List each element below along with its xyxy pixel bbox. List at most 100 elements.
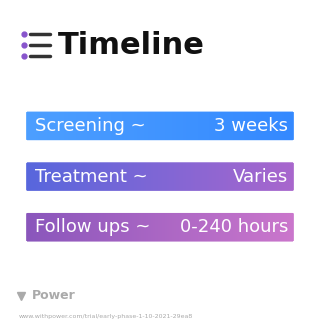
Bar — [33, 105, 36, 147]
Bar — [282, 105, 285, 147]
Bar — [43, 206, 45, 249]
Bar — [204, 155, 207, 198]
Bar — [289, 105, 292, 147]
Bar — [197, 105, 200, 147]
Bar — [193, 155, 196, 198]
Bar — [249, 105, 252, 147]
Bar — [183, 155, 186, 198]
Bar — [78, 105, 81, 147]
Bar — [167, 206, 170, 249]
Bar — [207, 206, 210, 249]
Bar — [36, 105, 38, 147]
Bar — [282, 155, 285, 198]
Bar — [125, 105, 127, 147]
Bar — [237, 206, 240, 249]
Bar — [64, 155, 67, 198]
Bar — [294, 155, 296, 198]
Bar — [165, 105, 167, 147]
Bar — [193, 206, 196, 249]
Bar — [273, 206, 275, 249]
Bar — [233, 206, 236, 249]
Bar — [153, 105, 156, 147]
Bar — [190, 206, 193, 249]
Bar — [45, 155, 48, 198]
Bar — [59, 105, 62, 147]
Bar — [219, 105, 221, 147]
Bar — [244, 105, 247, 147]
Bar — [33, 206, 36, 249]
Bar — [31, 155, 34, 198]
Bar — [256, 105, 259, 147]
Bar — [261, 155, 264, 198]
Bar — [235, 206, 238, 249]
Bar — [207, 155, 210, 198]
Bar — [284, 206, 287, 249]
Bar — [127, 155, 130, 198]
Bar — [61, 105, 64, 147]
Bar — [111, 206, 113, 249]
Bar — [116, 206, 118, 249]
Bar — [120, 105, 123, 147]
Bar — [209, 105, 212, 147]
Bar — [85, 105, 88, 147]
Bar — [296, 155, 299, 198]
Bar — [94, 105, 97, 147]
Bar — [43, 105, 45, 147]
Bar — [162, 206, 165, 249]
Bar — [153, 206, 156, 249]
Bar — [101, 206, 104, 249]
Bar — [216, 206, 219, 249]
Bar — [47, 155, 50, 198]
Bar — [87, 105, 90, 147]
Bar — [275, 105, 278, 147]
Bar — [43, 155, 45, 198]
Bar — [280, 105, 282, 147]
Bar — [132, 105, 134, 147]
Bar — [144, 155, 146, 198]
Bar — [247, 206, 250, 249]
Bar — [146, 155, 148, 198]
Bar — [38, 105, 41, 147]
Bar — [68, 105, 71, 147]
Bar — [71, 105, 74, 147]
Bar — [64, 206, 67, 249]
Bar — [277, 105, 280, 147]
Bar — [240, 105, 243, 147]
Bar — [108, 155, 111, 198]
Bar — [212, 105, 214, 147]
Bar — [209, 206, 212, 249]
Bar — [202, 105, 205, 147]
Bar — [249, 155, 252, 198]
Bar — [151, 206, 153, 249]
Text: www.withpower.com/trial/early-phase-1-10-2021-29ea8: www.withpower.com/trial/early-phase-1-10… — [19, 314, 194, 319]
Bar — [284, 155, 287, 198]
Bar — [33, 155, 36, 198]
Bar — [296, 105, 299, 147]
Bar — [19, 206, 22, 249]
Bar — [127, 105, 130, 147]
Bar — [162, 105, 165, 147]
Bar — [104, 155, 106, 198]
Bar — [263, 155, 266, 198]
Bar — [237, 155, 240, 198]
Bar — [47, 206, 50, 249]
Bar — [223, 105, 226, 147]
Bar — [151, 105, 153, 147]
Bar — [179, 206, 181, 249]
Bar — [24, 105, 27, 147]
Bar — [294, 206, 296, 249]
Bar — [45, 105, 48, 147]
Bar — [137, 105, 139, 147]
Bar — [87, 206, 90, 249]
Bar — [266, 105, 268, 147]
Bar — [254, 206, 257, 249]
Bar — [277, 155, 280, 198]
Bar — [179, 155, 181, 198]
Bar — [186, 105, 188, 147]
Bar — [162, 155, 165, 198]
Bar — [299, 206, 301, 249]
Bar — [174, 206, 177, 249]
Bar — [38, 206, 41, 249]
Bar — [169, 155, 172, 198]
Bar — [188, 206, 191, 249]
